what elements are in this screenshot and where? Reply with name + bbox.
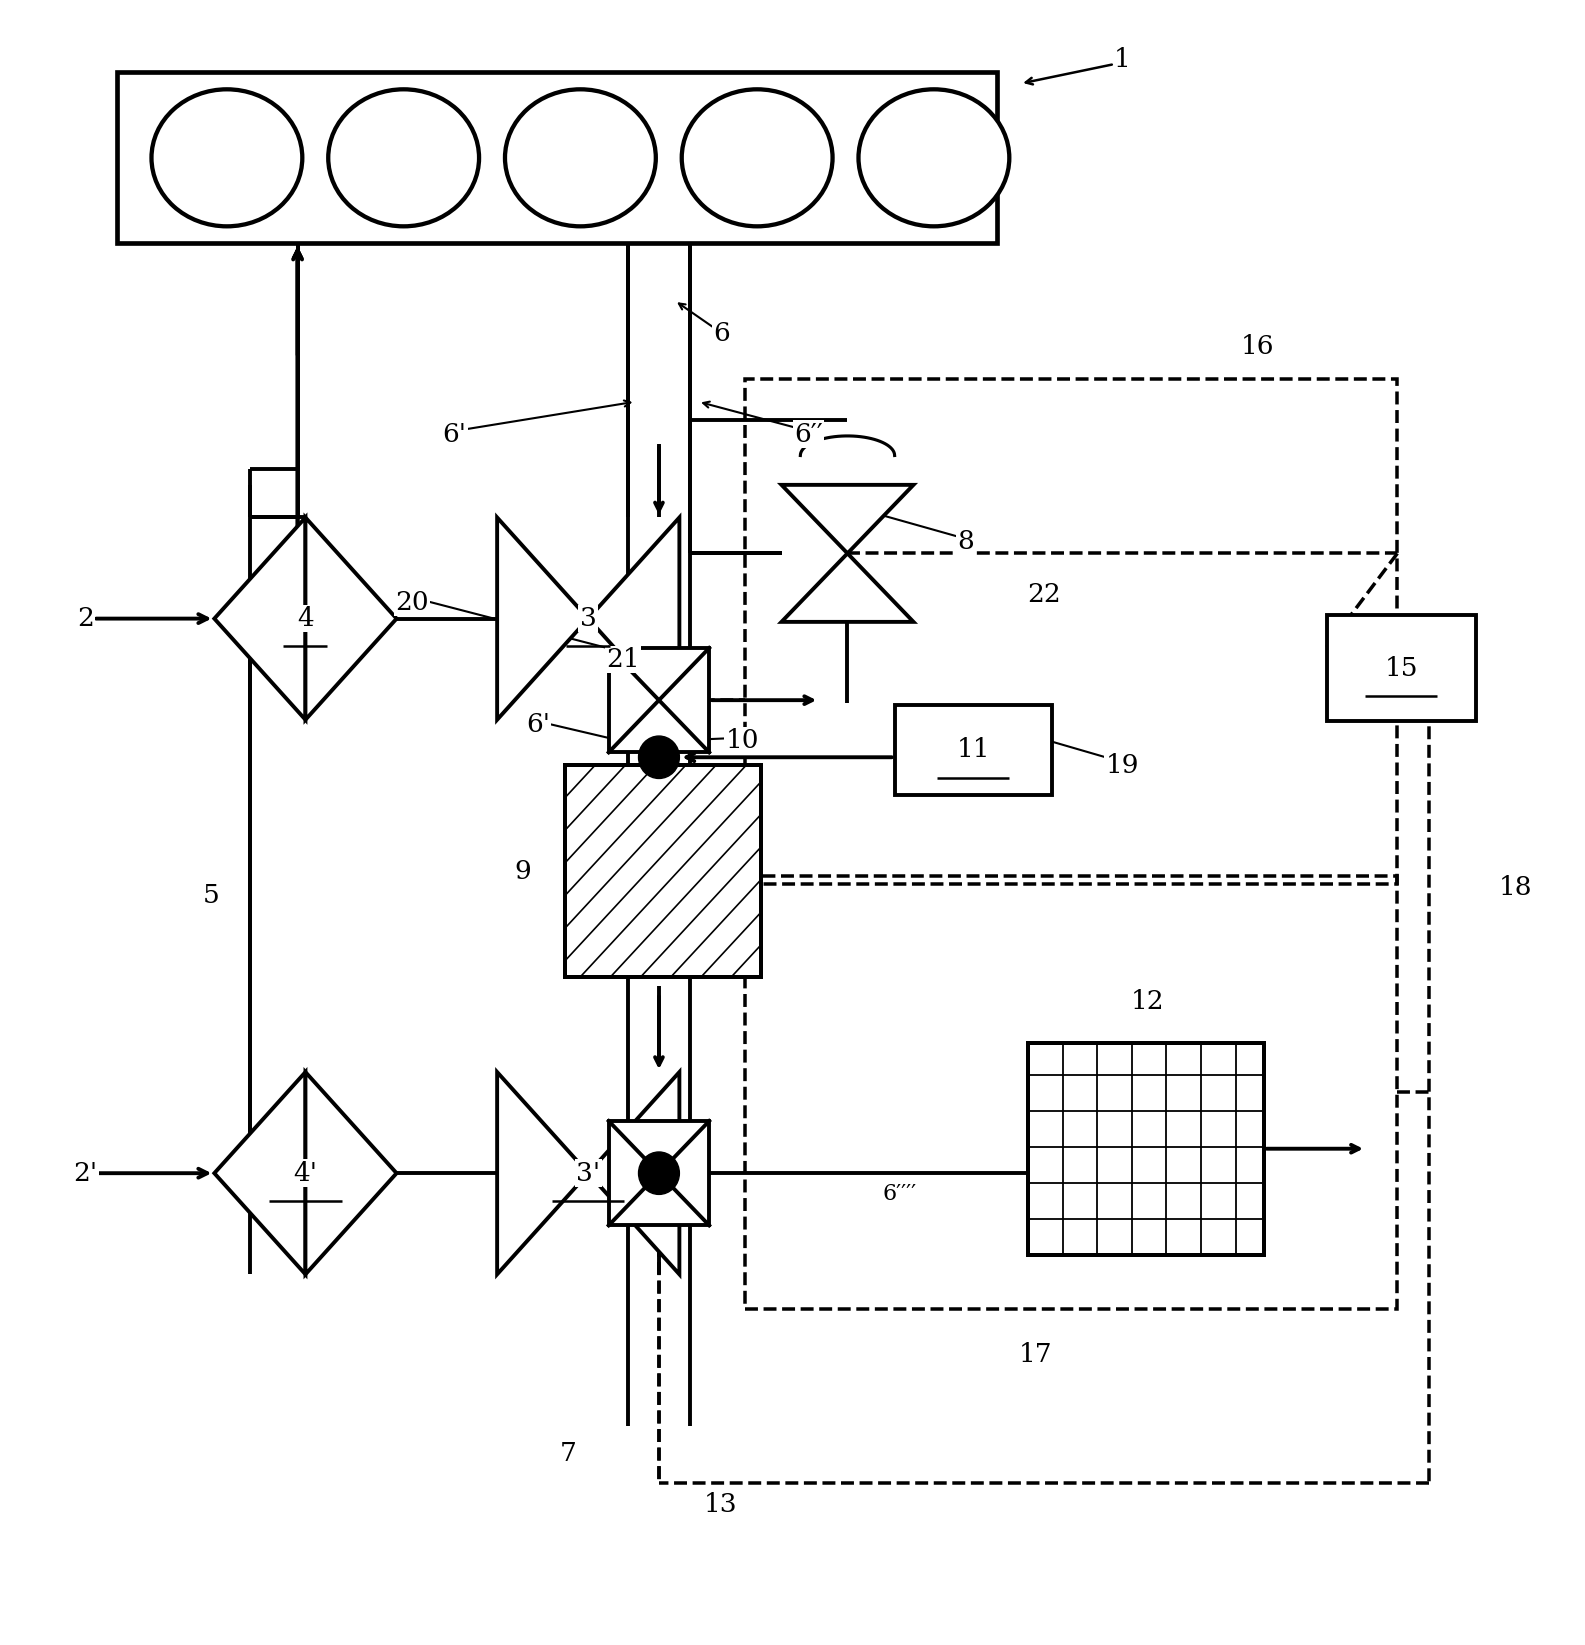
Bar — [609, 1120, 708, 1226]
Text: 19: 19 — [1106, 753, 1140, 778]
Text: 6': 6' — [442, 421, 466, 447]
Text: 5: 5 — [203, 883, 220, 908]
Polygon shape — [214, 1073, 306, 1275]
Ellipse shape — [682, 89, 832, 227]
Bar — [745, 877, 1398, 1308]
Text: 6′′′′: 6′′′′ — [883, 1183, 916, 1206]
Text: 12: 12 — [1130, 989, 1165, 1015]
Polygon shape — [498, 518, 588, 721]
Bar — [564, 765, 761, 977]
Text: 6: 6 — [713, 321, 731, 345]
Polygon shape — [588, 518, 680, 721]
Bar — [1327, 615, 1476, 722]
Text: 3': 3' — [577, 1161, 601, 1186]
Bar — [609, 648, 708, 752]
Text: 16: 16 — [1241, 334, 1274, 359]
Polygon shape — [588, 1073, 680, 1275]
Ellipse shape — [328, 89, 479, 227]
Text: 6': 6' — [526, 712, 550, 737]
Text: 1: 1 — [1114, 46, 1130, 72]
Text: 17: 17 — [1019, 1342, 1052, 1367]
Text: 15: 15 — [1385, 656, 1419, 681]
Text: 8: 8 — [957, 530, 973, 554]
Text: 20: 20 — [396, 591, 430, 615]
Text: 2': 2' — [73, 1161, 98, 1186]
Bar — [117, 72, 997, 243]
Text: 18: 18 — [1498, 875, 1533, 900]
Bar — [745, 378, 1398, 885]
Polygon shape — [781, 553, 913, 622]
Text: 22: 22 — [1027, 582, 1060, 607]
Circle shape — [639, 735, 680, 778]
Text: 2: 2 — [78, 605, 94, 632]
Bar — [1029, 1043, 1263, 1255]
Text: 7: 7 — [560, 1441, 577, 1466]
Text: 21: 21 — [605, 646, 640, 671]
Text: 13: 13 — [704, 1492, 737, 1517]
Text: 4: 4 — [296, 605, 314, 632]
Polygon shape — [306, 1073, 396, 1275]
Text: 3: 3 — [580, 605, 596, 632]
Text: 6′′: 6′′ — [794, 421, 823, 447]
Bar — [564, 765, 761, 977]
Text: 11: 11 — [956, 737, 991, 762]
Polygon shape — [498, 1073, 588, 1275]
Ellipse shape — [859, 89, 1010, 227]
Polygon shape — [214, 518, 306, 721]
Text: 4': 4' — [293, 1161, 317, 1186]
Ellipse shape — [506, 89, 656, 227]
Ellipse shape — [152, 89, 303, 227]
Text: 9: 9 — [514, 859, 531, 883]
Bar — [1029, 1043, 1263, 1255]
Polygon shape — [306, 518, 396, 721]
Polygon shape — [781, 485, 913, 553]
Circle shape — [639, 1152, 680, 1194]
Text: 10: 10 — [726, 729, 759, 753]
Bar — [894, 706, 1052, 795]
Bar — [564, 765, 761, 977]
